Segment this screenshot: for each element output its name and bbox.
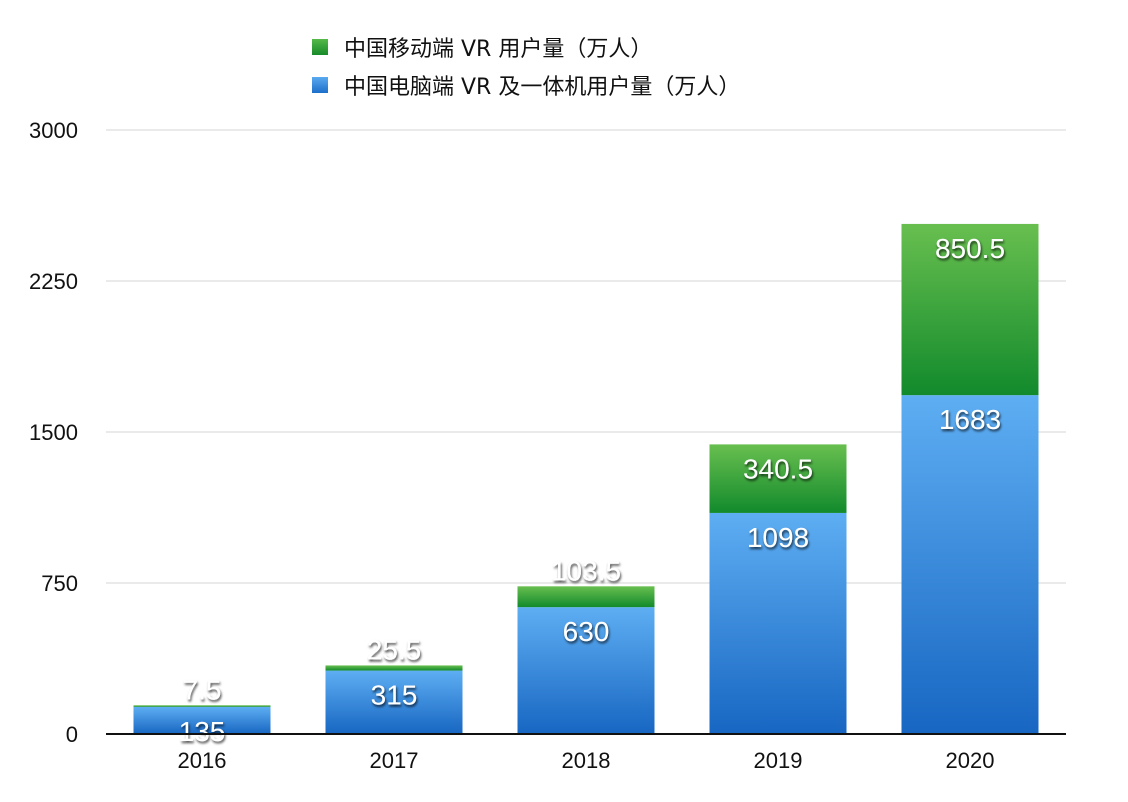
- legend-item-mobile: 中国移动端 VR 用户量（万人）: [312, 28, 740, 66]
- bar-pc: [325, 670, 463, 734]
- bar-mobile: [325, 665, 463, 671]
- bar-pc: [517, 607, 655, 734]
- data-label-mobile: 25.5: [367, 634, 422, 665]
- bar-mobile: [517, 586, 655, 608]
- legend: 中国移动端 VR 用户量（万人） 中国电脑端 VR 及一体机用户量（万人）: [312, 28, 740, 104]
- bar-mobile: [901, 223, 1039, 396]
- bar-pc: [709, 512, 847, 734]
- x-tick-label: 2019: [754, 748, 803, 773]
- bar-mobile: [133, 705, 271, 707]
- bar-pc: [901, 395, 1039, 734]
- y-tick-label: 3000: [29, 118, 78, 143]
- legend-swatch-mobile: [312, 39, 328, 55]
- data-label-pc: 135: [179, 716, 226, 747]
- data-label-mobile: 103.5: [551, 555, 621, 586]
- data-label-mobile: 850.5: [935, 233, 1005, 264]
- y-tick-label: 1500: [29, 420, 78, 445]
- legend-label-mobile: 中国移动端 VR 用户量（万人）: [344, 37, 653, 62]
- x-tick-label: 2020: [946, 748, 995, 773]
- x-tick-label: 2016: [178, 748, 227, 773]
- data-label-pc: 630: [563, 616, 610, 647]
- bar-mobile: [709, 444, 847, 513]
- legend-item-pc: 中国电脑端 VR 及一体机用户量（万人）: [312, 66, 740, 104]
- x-tick-label: 2018: [562, 748, 611, 773]
- legend-swatch-pc: [312, 77, 328, 93]
- y-tick-label: 0: [66, 722, 78, 747]
- data-label-mobile: 340.5: [743, 453, 813, 484]
- x-tick-label: 2017: [370, 748, 419, 773]
- data-label-pc: 1098: [747, 522, 809, 553]
- data-label-pc: 1683: [939, 404, 1001, 435]
- bar-pc: [133, 706, 271, 734]
- data-label-mobile: 7.5: [183, 674, 222, 705]
- y-tick-label: 750: [41, 571, 78, 596]
- data-label-pc: 315: [371, 680, 418, 711]
- y-tick-label: 2250: [29, 269, 78, 294]
- legend-label-pc: 中国电脑端 VR 及一体机用户量（万人）: [344, 75, 741, 100]
